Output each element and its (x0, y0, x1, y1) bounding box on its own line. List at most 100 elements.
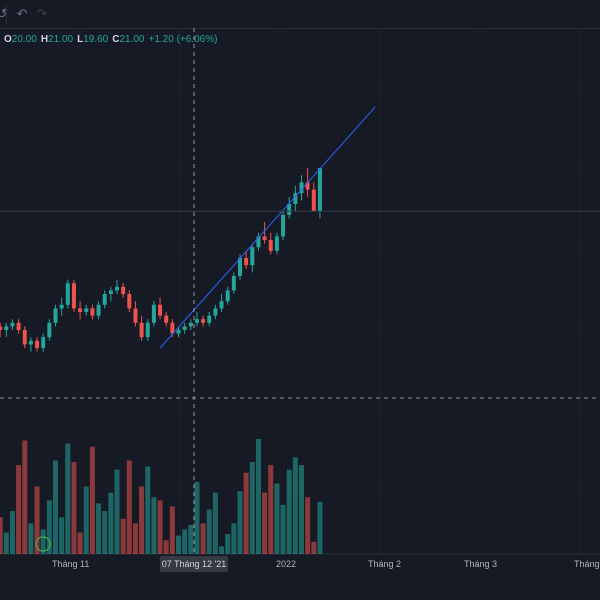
candle-body (78, 308, 83, 312)
volume-bar (268, 465, 274, 554)
candle-body (287, 204, 292, 215)
volume-bar (292, 457, 298, 554)
volume-bar (305, 497, 311, 554)
candle-body (127, 294, 132, 309)
candle-body (35, 340, 40, 348)
candle-body (281, 214, 286, 237)
candle-body (194, 319, 199, 323)
candle-body (164, 315, 169, 323)
candle-body (133, 308, 138, 323)
volume-bar (212, 492, 218, 554)
candle-body (213, 308, 218, 316)
low-value: 19.60 (83, 34, 109, 45)
candle-body (139, 322, 144, 338)
volume-bar (53, 460, 58, 554)
candle-body (207, 315, 212, 323)
volume-bar (151, 497, 157, 554)
volume-bar (182, 529, 188, 554)
candle-body (28, 340, 33, 345)
candle-body (176, 330, 181, 334)
candle-body (65, 283, 70, 305)
xaxis-label-2022: 2022 (276, 559, 297, 569)
volume-bar (311, 541, 317, 554)
candle-body (41, 337, 46, 348)
volume-bar (163, 540, 169, 554)
volume-bar (176, 535, 181, 554)
ohlc-legend: O20.00 H21.00 L19.60 C21.00 +1.20 (+6.06%) (4, 34, 221, 45)
volume-bar (89, 446, 95, 554)
volume-bar (157, 500, 163, 554)
undo-icon[interactable]: ↶ (16, 6, 28, 21)
candle-body (4, 326, 9, 330)
volume-bar (262, 492, 268, 554)
candle-body (188, 322, 193, 327)
volume-bar (249, 462, 255, 554)
xaxis-label-next-month: Tháng (574, 559, 600, 569)
candle-body (115, 286, 119, 291)
volume-bar (139, 486, 145, 554)
volume-bar (96, 503, 102, 554)
candle-body (305, 182, 310, 190)
trendline (159, 106, 376, 349)
volume-bar (83, 486, 89, 554)
volume-bar (108, 492, 114, 554)
price-chart[interactable] (0, 28, 600, 600)
volume-bar (132, 523, 138, 554)
volume-bar (114, 469, 120, 554)
volume-bar (28, 523, 34, 554)
candle-body (158, 304, 163, 316)
close-value: 21.00 (119, 34, 145, 45)
redo-icon[interactable]: ↷ (36, 6, 48, 21)
candle-body (201, 319, 206, 323)
candle-body (10, 322, 15, 327)
open-value: 20.00 (11, 34, 37, 45)
refresh-icon[interactable]: ↺ (0, 6, 8, 21)
candle-body (219, 301, 224, 309)
volume-bar (65, 443, 71, 554)
candle-body (102, 294, 107, 305)
volume-bar (194, 481, 200, 554)
volume-bar (120, 518, 126, 554)
candle-body (96, 304, 101, 316)
high-value: 21.00 (48, 34, 74, 45)
xaxis-label-march: Tháng 3 (464, 559, 498, 569)
candle-body (311, 189, 316, 212)
volume-bar (206, 509, 212, 554)
xaxis-label-november: Tháng 11 (52, 559, 90, 569)
volume-bar (237, 491, 243, 554)
volume-bar (0, 517, 3, 554)
candle-body (244, 258, 249, 266)
candle-body (170, 322, 175, 334)
volume-bar (16, 465, 22, 554)
candle-body (151, 304, 156, 323)
candle-body (108, 290, 113, 294)
candle-body (262, 236, 267, 240)
chart-toolbar: ↺ ↶ ↷ (0, 0, 600, 29)
candle-body (299, 182, 304, 194)
volume-bar (317, 501, 323, 554)
high-key: H (40, 34, 49, 45)
candle-body (274, 236, 279, 251)
candle-body (182, 326, 187, 330)
volume-bar (200, 523, 206, 554)
volume-bar (126, 460, 132, 554)
candle-body (268, 240, 273, 251)
volume-bar (22, 440, 28, 554)
toolbar-divider (6, 4, 7, 24)
change-value: +1.20 (+6.06%) (148, 34, 218, 45)
event-marker-icon (35, 536, 51, 552)
candle-body (317, 168, 322, 212)
candle-body (145, 322, 150, 338)
volume-bar (102, 511, 108, 554)
volume-bar (188, 524, 194, 554)
candle-body (238, 258, 242, 276)
volume-bar (71, 462, 77, 554)
candle-body (250, 247, 255, 266)
candle-body (256, 236, 261, 248)
volume-bar (3, 532, 9, 554)
candle-body (84, 308, 89, 312)
candle-body (71, 283, 76, 309)
candle-body (16, 322, 21, 330)
candle-body (53, 308, 58, 323)
volume-bar (299, 465, 304, 554)
